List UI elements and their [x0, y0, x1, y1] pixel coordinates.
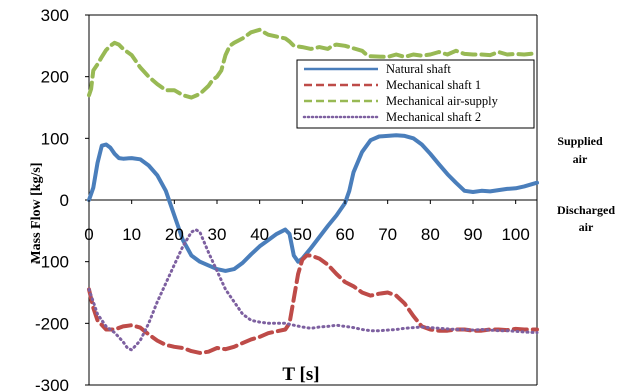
- y-tick-label: 300: [41, 6, 69, 25]
- x-tick-label: 0: [84, 225, 93, 244]
- discharged-air-annotation-line2: air: [579, 220, 594, 234]
- y-tick-label: -100: [35, 253, 69, 272]
- legend: Natural shaft Mechanical shaft 1 Mechanica…: [296, 59, 535, 129]
- x-tick-label: 10: [122, 225, 141, 244]
- y-tick-label: -200: [35, 314, 69, 333]
- x-tick-label: 80: [421, 225, 440, 244]
- x-axis-ticks: 0 10 20 30 40 50 60 70 80 90 100: [84, 200, 530, 244]
- series-line-0: [87, 133, 539, 273]
- series-line-2: [87, 27, 539, 100]
- y-tick-label: -300: [35, 376, 69, 392]
- y-axis-label: Mass Flow [kg/s]: [29, 162, 44, 263]
- series-lines: [87, 27, 539, 355]
- x-tick-label: 50: [293, 225, 312, 244]
- x-tick-label: 20: [165, 225, 184, 244]
- y-tick-label: 200: [41, 68, 69, 87]
- series-line-3: [87, 228, 539, 352]
- discharged-air-annotation-line1: Discharged: [557, 203, 615, 217]
- legend-label-0: Natural shaft: [386, 62, 451, 76]
- legend-label-1: Mechanical shaft 1: [386, 78, 481, 92]
- x-tick-label: 60: [336, 225, 355, 244]
- x-tick-label: 40: [250, 225, 269, 244]
- x-tick-label: 90: [464, 225, 483, 244]
- legend-label-2: Mechanical air-supply: [386, 94, 499, 108]
- y-axis-ticks: 300 200 100 0 -100 -200 -300: [35, 6, 89, 392]
- x-tick-label: 30: [208, 225, 227, 244]
- supplied-air-annotation-line2: air: [573, 152, 588, 166]
- legend-label-3: Mechanical shaft 2: [386, 110, 481, 124]
- y-tick-label: 100: [41, 129, 69, 148]
- x-tick-label: 70: [378, 225, 397, 244]
- x-axis-label: T [s]: [282, 364, 319, 385]
- supplied-air-annotation-line1: Supplied: [557, 134, 603, 148]
- x-tick-label: 100: [501, 225, 529, 244]
- y-tick-label: 0: [60, 191, 69, 210]
